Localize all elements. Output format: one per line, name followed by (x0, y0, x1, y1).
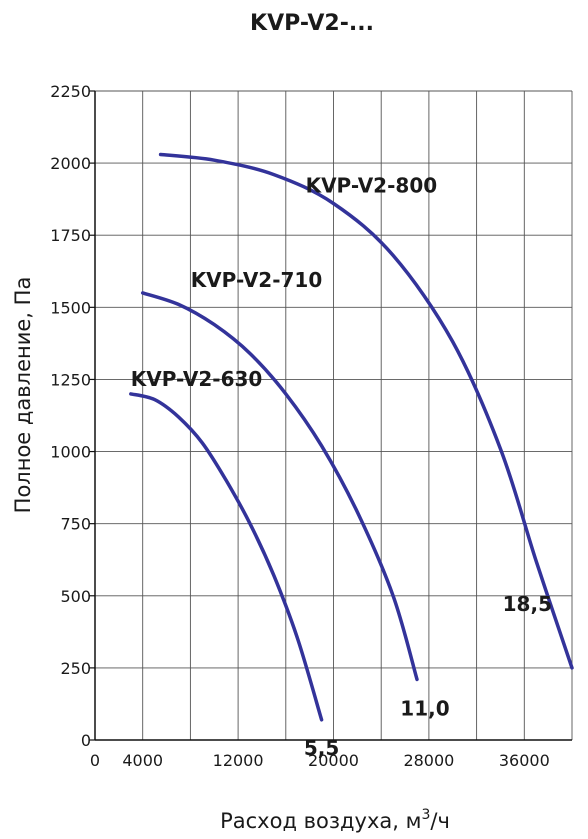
y-tick-label: 750 (60, 515, 91, 534)
y-tick-label: 2250 (50, 82, 91, 101)
y-tick-label: 2000 (50, 154, 91, 173)
y-tick-labels: 0 250 500 750 1000 1250 1500 1750 2000 2250 (50, 82, 91, 750)
power-label-kvp-v2-710: 11,0 (400, 696, 449, 720)
series-line-kvp-v2-630 (129, 392, 324, 722)
power-label-kvp-v2-630: 5,5 (304, 736, 339, 760)
series-label-kvp-v2-800: KVP-V2-800 (306, 173, 438, 197)
x-tick-label: 12000 (213, 751, 264, 770)
y-tick-label: 1250 (50, 370, 91, 389)
y-tick-label: 0 (81, 731, 91, 750)
x-tick-label: 0 (90, 751, 100, 770)
x-axis-label-suffix: /ч (430, 809, 449, 833)
x-tick-label: 4000 (122, 751, 163, 770)
power-label-kvp-v2-800: 18,5 (503, 592, 552, 616)
x-tick-label: 36000 (499, 751, 550, 770)
chart-title: KVP-V2-... (250, 11, 374, 36)
x-axis-label-sup: 3 (421, 807, 430, 823)
y-tick-label: 1500 (50, 298, 91, 317)
x-tick-labels: 0 4000 12000 20000 28000 36000 (90, 751, 550, 770)
x-axis-label-main: Расход воздуха, м (220, 809, 421, 833)
x-tick-label: 28000 (403, 751, 454, 770)
series-line-kvp-v2-800 (158, 152, 574, 670)
series-label-kvp-v2-630: KVP-V2-630 (131, 367, 263, 391)
y-tick-label: 250 (60, 659, 91, 678)
x-axis-label: Расход воздуха, м3/ч (220, 807, 450, 833)
y-tick-label: 1750 (50, 226, 91, 245)
series-line-kvp-v2-710 (140, 291, 419, 682)
axes (89, 90, 572, 741)
series-label-kvp-v2-710: KVP-V2-710 (191, 268, 323, 292)
y-axis-label: Полное давление, Па (11, 277, 35, 514)
x-tick-label: 20000 (308, 751, 359, 770)
series-labels: KVP-V2-630 5,5 KVP-V2-710 11,0 KVP-V2-800 18,… (131, 173, 552, 759)
y-tick-label: 500 (60, 587, 91, 606)
series-lines (129, 152, 574, 722)
y-tick-label: 1000 (50, 443, 91, 462)
